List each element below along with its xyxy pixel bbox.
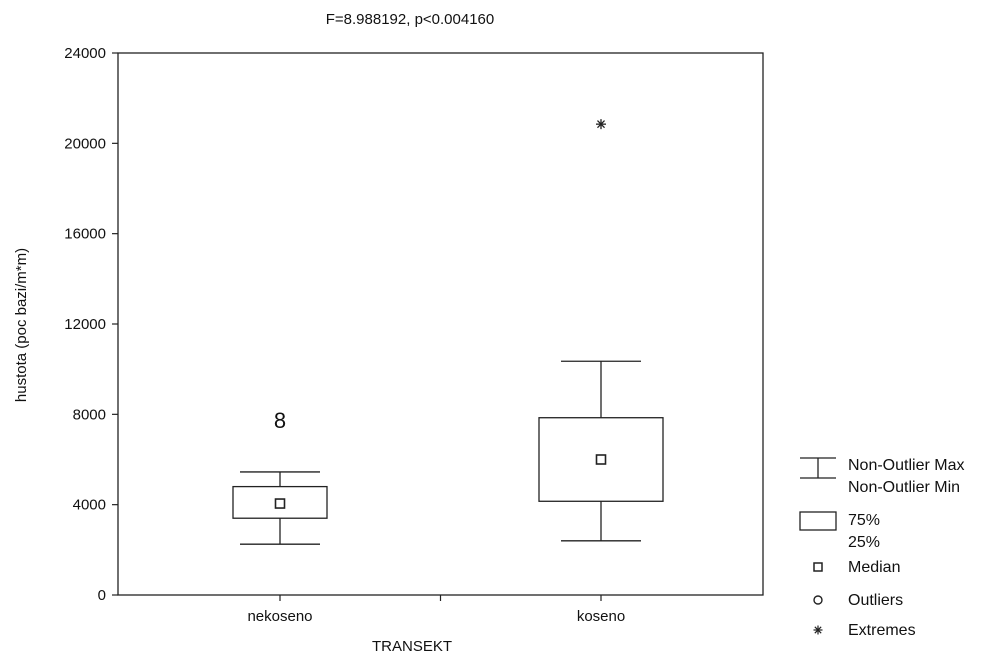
circle-symbol	[813, 595, 823, 605]
extreme-marker	[596, 119, 606, 130]
chart-title: F=8.988192, p<0.004160	[326, 11, 495, 28]
y-tick-label: 20000	[64, 135, 106, 152]
legend-entry-3: Outliers	[813, 592, 903, 609]
x-tick-label: koseno	[577, 608, 625, 625]
star-symbol	[813, 625, 823, 635]
legend-entry-4: Extremes	[813, 622, 916, 639]
y-tick-label: 8000	[73, 406, 106, 423]
legend-entry-2: Median	[813, 559, 900, 576]
axes: 0 4000 8000 12000 16000 20000 24000 nekoseno kos…	[64, 45, 625, 625]
plot-frame	[117, 52, 764, 596]
legend-label: 75%	[848, 512, 880, 529]
legend-entry-1: 75%25%	[799, 511, 880, 551]
y-tick-label: 12000	[64, 316, 106, 333]
y-axis-label: hustota (poc bazi/m*m)	[13, 248, 30, 402]
box-nekoseno: 8	[232, 408, 328, 545]
legend-entry-0: Non-Outlier Max Non-Outlier Min	[800, 457, 964, 496]
square-symbol	[813, 562, 823, 572]
legend-label: Median	[848, 559, 900, 576]
y-tick-label: 24000	[64, 45, 106, 62]
legend-label: Extremes	[848, 622, 916, 639]
legend-label: Outliers	[848, 592, 903, 609]
box-koseno	[538, 119, 664, 542]
legend-label: Non-Outlier Max	[848, 457, 964, 474]
legend-label: Non-Outlier Min	[848, 479, 960, 496]
whisker-symbol	[800, 457, 836, 479]
median-marker	[274, 498, 286, 509]
y-tick-label: 4000	[73, 497, 106, 514]
boxes: 8	[232, 119, 664, 545]
box-symbol	[799, 511, 837, 531]
y-tick-label: 0	[98, 587, 106, 604]
outlier-marker: 8	[274, 408, 286, 433]
x-axis-label: TRANSEKT	[372, 638, 452, 655]
y-tick-label: 16000	[64, 226, 106, 243]
x-tick-label: nekoseno	[247, 608, 312, 625]
median-marker	[595, 454, 607, 465]
legend-label: 25%	[848, 534, 880, 551]
